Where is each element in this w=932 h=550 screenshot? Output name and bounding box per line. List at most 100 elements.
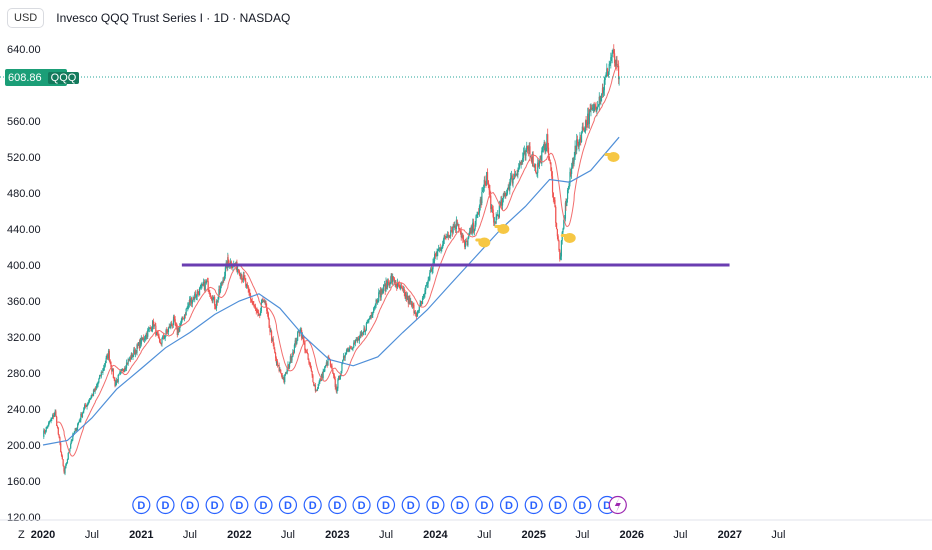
candle-body <box>85 406 87 408</box>
candle-body <box>118 373 120 376</box>
candle-body <box>444 235 446 237</box>
dividend-marker[interactable] <box>524 495 543 515</box>
dividend-marker[interactable] <box>180 495 200 515</box>
dividend-marker[interactable] <box>573 495 592 515</box>
candle-body <box>140 337 142 345</box>
dividend-marker[interactable] <box>401 495 420 515</box>
candle-body <box>525 149 527 156</box>
dividend-marker[interactable] <box>278 495 298 515</box>
candle-body <box>512 179 514 184</box>
chart-header: USD Invesco QQQ Trust Series I · 1D · NA… <box>7 6 290 30</box>
candle-body <box>64 468 66 474</box>
candle-body <box>466 241 468 246</box>
candle-body <box>611 52 613 58</box>
candle-body <box>363 328 365 333</box>
candle-body <box>94 387 96 392</box>
dividend-marker[interactable] <box>156 495 175 515</box>
candle-body <box>559 256 562 260</box>
x-tick-label: Jul <box>183 529 197 541</box>
candle-body <box>546 134 548 148</box>
candle-body <box>269 327 271 332</box>
candle-body <box>387 281 390 283</box>
candle-body <box>151 329 153 331</box>
candle-body <box>494 221 496 224</box>
candle-body <box>130 353 132 360</box>
candle-body <box>92 394 94 396</box>
candle-body <box>154 324 156 326</box>
candle-body <box>232 266 234 268</box>
dividend-marker[interactable] <box>352 495 371 515</box>
candle-body <box>371 314 373 317</box>
dividend-marker[interactable] <box>426 495 445 515</box>
candle-body <box>280 373 283 376</box>
candle-body <box>288 363 291 368</box>
dividend-marker[interactable] <box>303 495 322 515</box>
candle-body <box>303 340 305 343</box>
dividend-marker[interactable] <box>254 495 273 515</box>
symbol-title[interactable]: Invesco QQQ Trust Series I · 1D · NASDAQ <box>56 11 291 25</box>
dividend-marker[interactable] <box>450 495 469 515</box>
candle-body <box>539 156 541 160</box>
candle-body <box>364 328 366 332</box>
candle-body <box>295 340 297 344</box>
candle-body <box>218 289 220 298</box>
candle-body <box>73 431 76 435</box>
candle-body <box>297 332 299 341</box>
candle-body <box>47 426 49 428</box>
candle-body <box>60 452 63 456</box>
candle-body <box>414 312 417 314</box>
candle-body <box>379 290 381 298</box>
candle-body <box>377 301 379 302</box>
candle-body <box>123 370 125 372</box>
dividend-marker[interactable] <box>376 495 396 515</box>
candle-body <box>352 347 354 349</box>
dividend-marker[interactable] <box>548 495 568 515</box>
candle-body <box>55 411 57 417</box>
candle-body <box>334 379 336 387</box>
candle-body <box>272 338 274 344</box>
y-tick-label: 360.00 <box>7 296 41 308</box>
candle-body <box>606 68 608 75</box>
candle-body <box>529 146 531 157</box>
candle-body <box>141 337 143 340</box>
y-tick-label: 320.00 <box>7 332 41 344</box>
candle-body <box>527 148 529 151</box>
x-tick-label: 2022 <box>227 529 251 541</box>
candle-body <box>572 161 574 165</box>
candle-body <box>349 347 351 350</box>
candle-body <box>565 202 567 207</box>
candle-body <box>496 215 498 217</box>
dividend-marker[interactable] <box>475 495 494 515</box>
candle-body <box>145 333 147 338</box>
candle-body <box>103 365 106 368</box>
candle-body <box>402 288 404 290</box>
candle-body <box>337 379 339 389</box>
candle-body <box>245 284 248 287</box>
candle-body <box>243 275 245 280</box>
candle-body <box>332 369 334 374</box>
candle-body <box>84 405 87 407</box>
candle-body <box>281 375 283 379</box>
candle-body <box>559 250 561 260</box>
candle-body <box>244 279 246 282</box>
dividend-marker[interactable] <box>205 495 224 515</box>
candle-body <box>526 145 529 149</box>
candle-body <box>522 157 524 162</box>
candle-body <box>65 464 67 469</box>
dividend-marker[interactable] <box>132 495 151 515</box>
candle-body <box>523 150 525 153</box>
dividend-marker[interactable] <box>499 495 519 515</box>
dividend-marker[interactable] <box>230 495 249 515</box>
candle-body <box>335 386 337 392</box>
candle-body <box>129 357 132 360</box>
dividend-marker[interactable] <box>328 495 347 515</box>
candle-body <box>194 293 197 297</box>
candle-body <box>88 401 90 404</box>
candle-body <box>187 304 190 306</box>
candle-body <box>387 281 389 288</box>
candle-body <box>58 434 60 438</box>
currency-selector[interactable]: USD <box>7 8 45 28</box>
candle-body <box>210 294 212 297</box>
candle-body <box>502 193 504 199</box>
